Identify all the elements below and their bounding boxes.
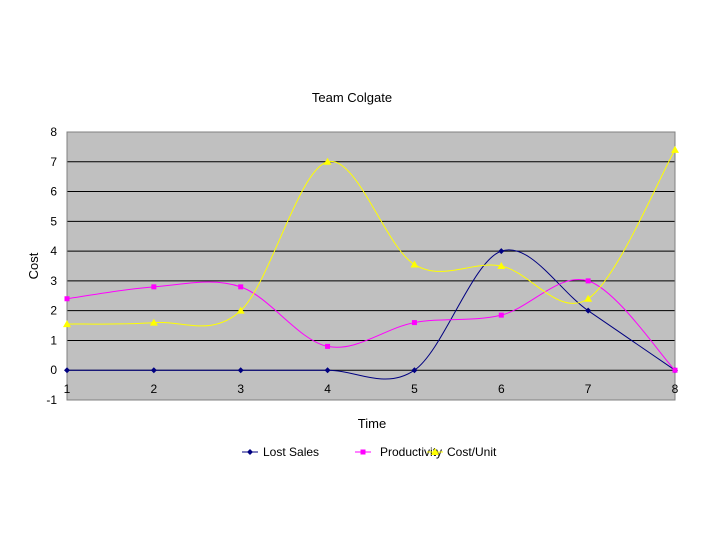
y-tick-label: 6 (50, 185, 57, 199)
series-1 (64, 278, 678, 373)
series-line (67, 249, 676, 380)
y-tick-label: 3 (50, 274, 57, 288)
data-point (236, 306, 245, 314)
data-point (151, 284, 157, 290)
data-point (498, 248, 505, 255)
x-tick-label: 5 (411, 382, 418, 396)
x-tick-label: 8 (672, 382, 679, 396)
legend-label: Cost/Unit (447, 445, 497, 459)
data-point (323, 157, 332, 165)
data-point (411, 320, 417, 326)
series-2 (63, 145, 679, 328)
data-point (498, 312, 504, 318)
data-point (671, 145, 679, 153)
data-point (149, 318, 158, 326)
chart-title: Team Colgate (312, 90, 392, 105)
data-point (238, 284, 244, 290)
y-tick-label: -1 (46, 393, 57, 407)
y-tick-label: 4 (50, 244, 57, 258)
legend-marker (360, 449, 366, 455)
x-axis-ticks: 1 2 3 4 5 6 7 8 (64, 382, 679, 396)
plot-area (67, 132, 675, 400)
data-point (64, 367, 70, 374)
legend-marker (431, 448, 439, 455)
data-point (150, 367, 157, 374)
data-point (325, 343, 331, 349)
legend: Lost Sales Productivity Cost/Unit (242, 445, 497, 459)
y-axis-label: Cost (26, 252, 41, 279)
data-point (410, 260, 419, 268)
data-point (63, 320, 71, 328)
data-point (585, 278, 591, 284)
legend-label: Lost Sales (263, 445, 319, 459)
data-point (497, 262, 506, 269)
gridlines (66, 131, 676, 401)
data-point (584, 294, 593, 302)
x-tick-label: 4 (324, 382, 331, 396)
data-point (585, 307, 592, 314)
data-point (411, 367, 418, 374)
data-point (64, 296, 70, 302)
y-tick-label: 1 (50, 333, 57, 347)
y-tick-label: 5 (50, 214, 57, 228)
data-point (672, 367, 678, 373)
x-tick-label: 1 (64, 382, 71, 396)
legend-label: Productivity (380, 445, 442, 459)
y-tick-label: 8 (50, 125, 57, 139)
y-tick-label: 0 (50, 363, 57, 377)
plot-frame (66, 131, 676, 401)
legend-item: Lost Sales (242, 445, 319, 459)
data-point (237, 367, 244, 374)
legend-item: Productivity (355, 445, 442, 459)
y-axis-ticks: -1 0 1 2 3 4 5 6 7 8 (46, 125, 57, 407)
x-axis-label: Time (358, 416, 386, 431)
data-point (324, 367, 331, 374)
x-tick-label: 6 (498, 382, 505, 396)
legend-marker (247, 449, 253, 455)
x-tick-label: 7 (585, 382, 592, 396)
legend-item: Cost/Unit (427, 445, 497, 459)
series-layer (63, 145, 679, 380)
y-tick-label: 7 (50, 155, 57, 169)
y-tick-label: 2 (50, 304, 57, 318)
x-tick-label: 3 (237, 382, 244, 396)
x-tick-label: 2 (151, 382, 158, 396)
